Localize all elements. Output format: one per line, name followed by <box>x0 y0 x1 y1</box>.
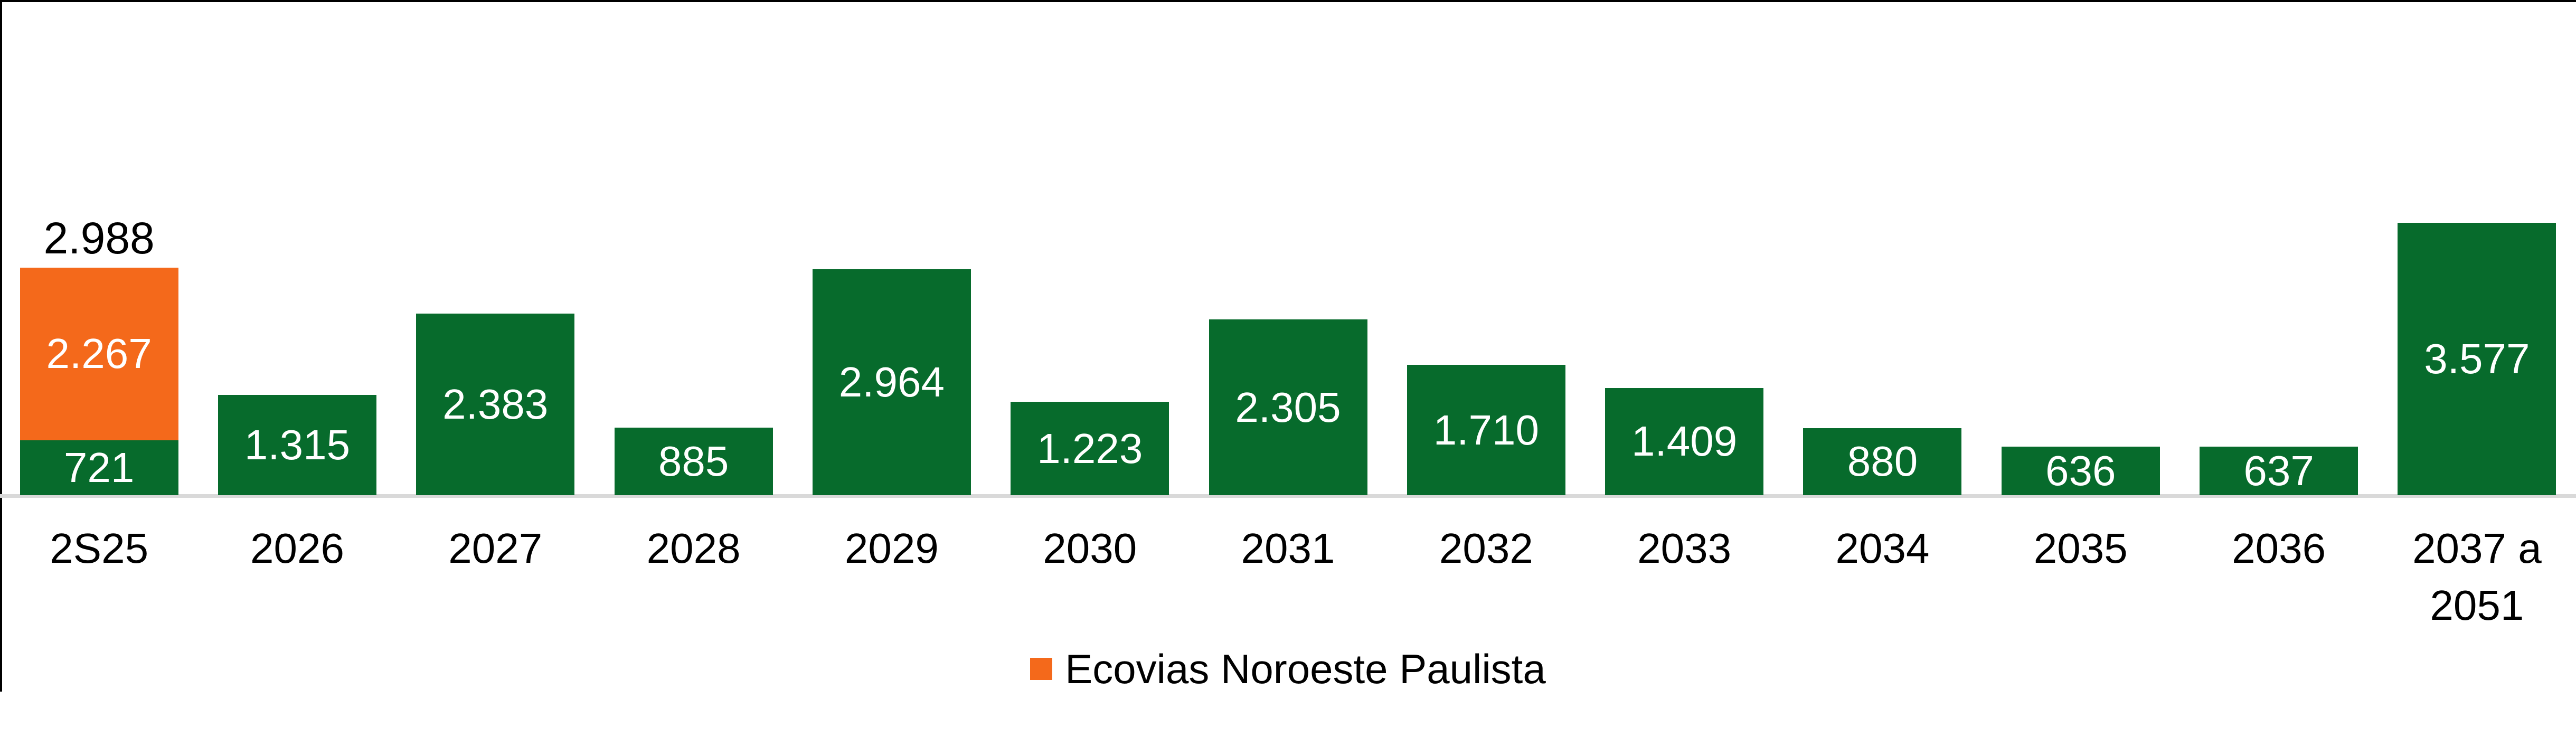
category-label: 2029 <box>844 525 939 572</box>
bar-segment-green: 721 <box>20 440 178 495</box>
bar-segment-green: 885 <box>614 428 773 495</box>
category-label: 2027 <box>448 525 543 572</box>
bar-segment-green: 2.305 <box>1209 319 1367 495</box>
bar-value-label: 2.267 <box>46 330 152 377</box>
bar-value-label: 2.383 <box>442 380 549 428</box>
category-label: 2037 a 2051 <box>2412 525 2542 629</box>
bar-segment-green: 1.409 <box>1605 388 1764 495</box>
bar-value-label: 637 <box>2243 447 2314 494</box>
frame-border-top <box>0 0 2576 2</box>
bar-segment-orange: 2.267 <box>20 267 178 440</box>
bar-value-label: 721 <box>63 443 135 491</box>
category-label: 2031 <box>1241 525 1335 572</box>
bar-group: 880 <box>1784 0 1981 495</box>
frame-border-left <box>0 0 2 692</box>
bar-group: 2.988 2.267 721 <box>0 0 198 495</box>
plot-area: 2.988 2.267 721 1.315 2.383 885 2.964 1.223 2.30… <box>0 0 2576 495</box>
category-label: 2036 <box>2232 525 2326 572</box>
category-label: 2030 <box>1043 525 1137 572</box>
bar-value-label: 1.710 <box>1433 406 1539 453</box>
bar-group: 2.383 <box>397 0 595 495</box>
bar-group: 2.305 <box>1189 0 1387 495</box>
bar-value-label: 2.964 <box>838 358 945 405</box>
bar-group: 1.315 <box>198 0 396 495</box>
category-label: 2034 <box>1835 525 1930 572</box>
bar-segment-green: 637 <box>2200 447 2358 495</box>
legend-label: Ecovias Noroeste Paulista <box>1065 646 1546 692</box>
bar-group: 636 <box>1981 0 2179 495</box>
bar-value-label: 3.577 <box>2424 335 2530 382</box>
bar-value-label: 2.305 <box>1235 383 1341 431</box>
bar-group: 885 <box>595 0 792 495</box>
bar-segment-green: 1.223 <box>1011 402 1169 495</box>
x-axis-labels: 2S25 2026 2027 2028 2029 2030 2031 2032 2033 2034… <box>0 520 2576 634</box>
bar-group: 2.964 <box>792 0 990 495</box>
bar-segment-green: 3.577 <box>2398 222 2556 495</box>
category-label: 2026 <box>250 525 344 572</box>
bar-segment-green: 880 <box>1803 428 1962 495</box>
bar-segment-green: 1.315 <box>218 395 376 495</box>
bar-group: 3.577 <box>2378 0 2576 495</box>
category-label: 2033 <box>1637 525 1732 572</box>
category-label: 2032 <box>1439 525 1533 572</box>
bar-segment-green: 636 <box>2001 447 2160 495</box>
bar-value-label: 1.223 <box>1037 424 1143 472</box>
bar-value-label: 1.315 <box>244 421 351 469</box>
bar-value-label: 885 <box>658 438 729 485</box>
bar-group: 1.409 <box>1586 0 1784 495</box>
bar-segment-green: 2.383 <box>416 313 575 495</box>
bar-group: 637 <box>2179 0 2377 495</box>
category-label: 2035 <box>2033 525 2128 572</box>
bar-segment-green: 1.710 <box>1407 365 1565 495</box>
bar-total-label: 2.988 <box>43 213 155 263</box>
legend: Ecovias Noroeste Paulista <box>0 640 2576 698</box>
bar-group: 1.223 <box>991 0 1189 495</box>
x-axis-line <box>0 494 2576 498</box>
category-label: 2028 <box>646 525 741 572</box>
legend-swatch-orange <box>1030 658 1053 680</box>
bar-value-label: 1.409 <box>1631 418 1738 465</box>
bar-segment-green: 2.964 <box>812 269 971 495</box>
bar-group: 1.710 <box>1387 0 1585 495</box>
bar-value-label: 880 <box>1847 438 1918 485</box>
bar-value-label: 636 <box>2045 447 2116 495</box>
category-label: 2S25 <box>50 525 149 572</box>
